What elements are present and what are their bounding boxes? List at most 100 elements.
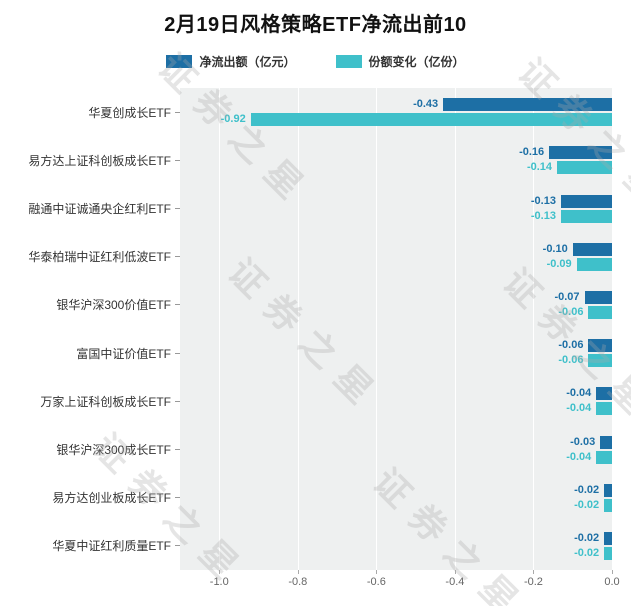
x-axis-tick-label: -0.8 xyxy=(288,576,308,588)
bar-net-outflow xyxy=(549,146,612,160)
bar-value-label: -0.92 xyxy=(220,113,246,126)
bar-line: -0.04 xyxy=(180,450,612,464)
bar-share-change xyxy=(250,113,612,127)
bar-line: -0.16 xyxy=(180,146,612,160)
bar-value-label: -0.02 xyxy=(574,498,600,511)
bar-value-label: -0.02 xyxy=(574,546,600,559)
chart-row: -0.43 -0.92 xyxy=(180,88,612,136)
bar-value-label: -0.06 xyxy=(558,339,584,352)
chart-row: -0.07 -0.06 xyxy=(180,281,612,329)
legend-item-net-outflow: 净流出额（亿元） xyxy=(166,53,296,70)
category-label: 易方达创业板成长ETF xyxy=(52,491,171,506)
x-axis-tick-mark xyxy=(219,570,221,574)
x-axis-tick-label: -0.6 xyxy=(366,576,386,588)
chart-row: -0.13 -0.13 xyxy=(180,184,612,232)
bar-net-outflow xyxy=(572,242,612,256)
bar-line: -0.10 xyxy=(180,242,612,256)
bar-value-label: -0.07 xyxy=(554,290,580,303)
bar-share-change xyxy=(596,402,612,416)
bar-value-label: -0.14 xyxy=(526,161,553,174)
bar-line: -0.13 xyxy=(180,209,612,223)
legend-item-share-change: 份额变化（亿份） xyxy=(335,53,465,70)
bar-net-outflow xyxy=(584,290,612,304)
bar-line: -0.07 xyxy=(180,290,612,304)
plot-area: -0.43 -0.92 -0.16 -0.14 -0.13 -0.13 -0.10 -0.09… xyxy=(180,88,613,570)
chart-row: -0.03 -0.04 xyxy=(180,425,612,473)
x-axis-tick-label: -0.2 xyxy=(523,576,543,588)
legend-swatch-share-change xyxy=(335,55,362,68)
category-label: 华泰柏瑞中证红利低波ETF xyxy=(28,250,171,265)
category-row: 易方达上证科创板成长ETF xyxy=(0,136,180,184)
bar-net-outflow xyxy=(600,435,612,449)
category-row: 华夏中证红利质量ETF xyxy=(0,522,180,570)
bar-line: -0.06 xyxy=(180,305,612,319)
bar-line: -0.14 xyxy=(180,161,612,175)
bar-value-label: -0.13 xyxy=(530,209,556,222)
x-axis-tick-label: 0.0 xyxy=(604,576,620,588)
category-row: 银华沪深300成长ETF xyxy=(0,425,180,473)
bar-share-change xyxy=(588,305,612,319)
category-label: 华夏中证红利质量ETF xyxy=(52,539,171,554)
bar-value-label: -0.03 xyxy=(570,435,596,448)
category-label: 银华沪深300成长ETF xyxy=(56,443,171,458)
gridline xyxy=(533,88,535,570)
chart-row: -0.02 -0.02 xyxy=(180,474,612,522)
bar-net-outflow xyxy=(604,483,612,497)
bar-value-label: -0.06 xyxy=(558,305,584,318)
bar-value-label: -0.10 xyxy=(542,242,568,255)
bar-line: -0.06 xyxy=(180,354,612,368)
category-axis: 华夏创成长ETF 易方达上证科创板成长ETF 融通中证诚通央企红利ETF 华泰柏瑞中证… xyxy=(0,88,180,570)
gridline xyxy=(454,88,456,570)
bar-line: -0.04 xyxy=(180,402,612,416)
bar-line: -0.13 xyxy=(180,194,612,208)
category-label: 融通中证诚通央企红利ETF xyxy=(28,202,171,216)
bar-net-outflow xyxy=(560,194,612,208)
category-row: 易方达创业板成长ETF xyxy=(0,474,180,522)
bar-value-label: -0.09 xyxy=(546,257,572,270)
chart-title: 2月19日风格策略ETF净流出前10 xyxy=(164,14,467,36)
x-axis-tick-label: -0.4 xyxy=(445,576,465,588)
legend-swatch-net-outflow xyxy=(166,55,193,68)
category-tick-mark xyxy=(175,111,180,113)
gridline xyxy=(612,88,613,570)
category-label: 银华沪深300价值ETF xyxy=(56,298,171,313)
legend-label-share-change: 份额变化（亿份） xyxy=(368,55,465,69)
x-axis-tick-mark xyxy=(376,570,378,574)
category-tick-mark xyxy=(175,304,180,306)
category-tick-mark xyxy=(175,449,180,451)
category-row: 富国中证价值ETF xyxy=(0,329,180,377)
x-axis-tick-label: -1.0 xyxy=(209,576,229,588)
category-tick-mark xyxy=(175,159,180,161)
category-tick-mark xyxy=(175,352,180,354)
x-axis-tick-mark xyxy=(612,570,613,574)
chart-row: -0.10 -0.09 xyxy=(180,233,612,281)
bar-share-change xyxy=(604,546,612,560)
category-label: 富国中证价值ETF xyxy=(76,346,171,361)
category-tick-mark xyxy=(175,208,180,209)
bar-value-label: -0.02 xyxy=(574,483,600,496)
bar-share-change xyxy=(604,498,612,512)
category-label: 易方达上证科创板成长ETF xyxy=(28,153,171,168)
bar-share-change xyxy=(560,209,612,223)
bar-value-label: -0.04 xyxy=(566,450,592,463)
bar-share-change xyxy=(557,161,612,175)
category-tick-mark xyxy=(175,256,180,258)
bar-value-label: -0.16 xyxy=(519,146,545,159)
bar-net-outflow xyxy=(596,387,612,401)
bar-share-change xyxy=(596,450,612,464)
category-tick-mark xyxy=(175,497,180,499)
legend-label-net-outflow: 净流出额（亿元） xyxy=(199,55,296,69)
bar-line: -0.02 xyxy=(180,498,612,512)
chart-row: -0.02 -0.02 xyxy=(180,522,612,570)
bar-line: -0.06 xyxy=(180,339,612,353)
bar-line: -0.02 xyxy=(180,546,612,560)
category-row: 万家上证科创板成长ETF xyxy=(0,377,180,425)
bar-net-outflow xyxy=(588,339,612,353)
category-row: 融通中证诚通央企红利ETF xyxy=(0,184,180,232)
chart-row: -0.06 -0.06 xyxy=(180,329,612,377)
chart-row: -0.04 -0.04 xyxy=(180,377,612,425)
bar-line: -0.04 xyxy=(180,387,612,401)
category-row: 华泰柏瑞中证红利低波ETF xyxy=(0,233,180,281)
category-tick-mark xyxy=(175,545,180,547)
